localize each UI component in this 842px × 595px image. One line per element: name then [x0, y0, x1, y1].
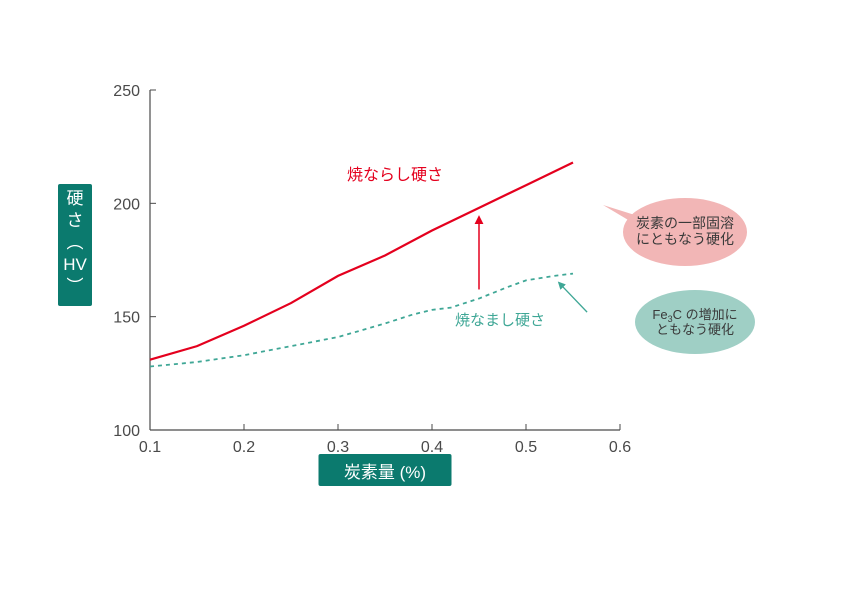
x-axis-title: 炭素量 (%) — [344, 463, 426, 482]
y-axis-title-line: ︵ — [67, 233, 84, 252]
hardness-vs-carbon-chart: 0.1 0.2 0.3 0.4 0.5 0.6 100 150 200 250 炭素量 (%) 硬さ ︵… — [0, 0, 842, 595]
callout-pink-text: 炭素の一部固溶 — [636, 215, 734, 231]
x-tick-label: 0.4 — [421, 439, 443, 456]
y-tick-label: 200 — [113, 196, 140, 213]
y-axis-title-line: ︶ — [67, 277, 84, 296]
series-dash-label: 焼なまし硬さ — [455, 312, 545, 329]
callout-pink-text: にともなう硬化 — [636, 231, 734, 247]
x-tick-label: 0.3 — [327, 439, 349, 456]
series-red-label: 焼ならし硬さ — [347, 166, 443, 184]
arrow-fe3c-increase — [559, 283, 587, 312]
x-tick-label: 0.6 — [609, 439, 631, 456]
y-tick-label: 250 — [113, 83, 140, 100]
y-tick-label: 100 — [113, 423, 140, 440]
y-axis-title-line: HV — [63, 255, 87, 274]
x-tick-label: 0.5 — [515, 439, 537, 456]
x-tick-label: 0.1 — [139, 439, 161, 456]
y-tick-label: 150 — [113, 310, 140, 327]
y-axis-title-line: さ — [67, 211, 84, 230]
y-axis-title-line: 硬 — [67, 189, 84, 208]
x-tick-label: 0.2 — [233, 439, 255, 456]
callout-teal-text: ともなう硬化 — [656, 322, 734, 337]
series-normalizing-hardness — [150, 163, 573, 360]
